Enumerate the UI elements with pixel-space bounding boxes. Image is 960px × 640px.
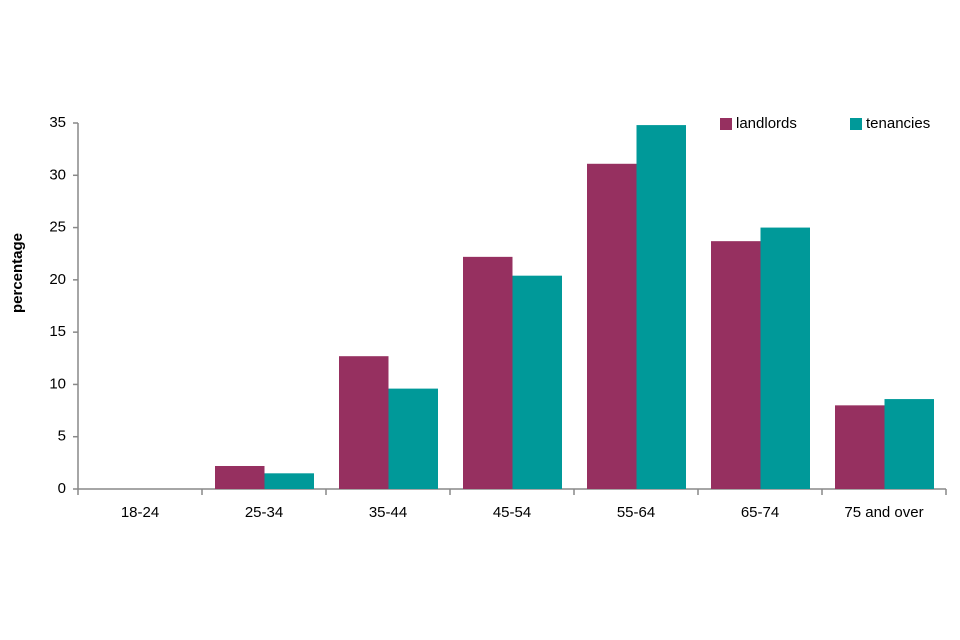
bar [711,241,761,489]
x-tick-label: 35-44 [369,504,407,521]
legend-label: landlords [736,115,797,132]
bar [884,399,934,489]
bar [587,163,637,490]
bar [512,275,562,489]
x-tick-label: 55-64 [617,504,655,521]
y-tick-label: 20 [49,271,66,288]
bar [339,356,389,489]
x-tick-label: 75 and over [844,504,923,521]
bar [215,465,265,489]
bar [264,473,314,489]
y-tick-label: 5 [58,428,66,445]
y-tick-label: 30 [49,166,66,183]
bar [835,405,885,489]
y-tick-label: 10 [49,375,66,392]
y-tick-label: 35 [49,114,66,131]
y-tick-label: 25 [49,219,66,236]
x-tick-label: 18-24 [121,504,159,521]
legend-swatch [720,118,732,130]
y-axis-label: percentage [9,233,26,313]
x-tick-label: 65-74 [741,504,779,521]
legend-swatch [850,118,862,130]
x-tick-label: 45-54 [493,504,531,521]
y-tick-label: 0 [58,480,66,497]
bar [760,227,810,490]
bar [388,388,438,489]
x-tick-label: 25-34 [245,504,283,521]
y-tick-label: 15 [49,323,66,340]
bar [636,125,686,489]
bar [463,256,513,489]
legend-label: tenancies [866,115,930,132]
